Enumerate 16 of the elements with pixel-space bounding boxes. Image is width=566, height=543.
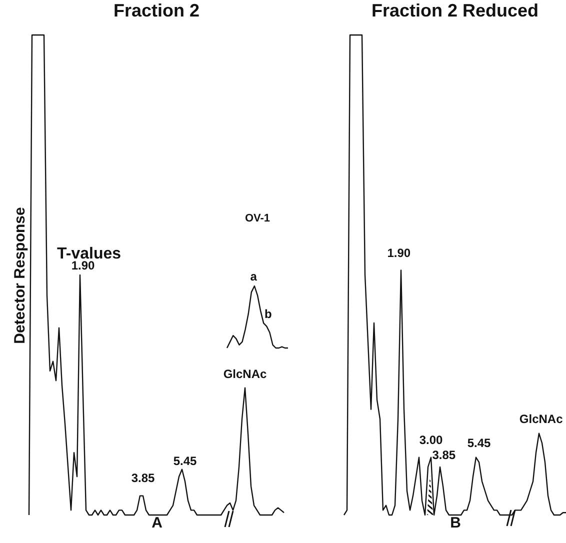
annotation: 3.85 [432, 448, 456, 462]
x-axis-title: A [152, 514, 163, 532]
annotation: GlcNAc [519, 412, 564, 426]
y-axis-title: Detector Response [12, 207, 28, 344]
annotation: 5.45 [467, 436, 491, 450]
annotation: 1.90 [387, 246, 411, 260]
x-axis-title: B [450, 514, 462, 532]
annotation: b [264, 306, 272, 321]
chart-title: OV-1 [244, 212, 270, 225]
chart-title: Fraction 2 [113, 0, 200, 20]
annotation: GlcNAc [223, 366, 267, 381]
chart-title: Fraction 2 Reduced [371, 0, 539, 20]
annotation: 5.45 [173, 454, 197, 468]
annotation: 3.85 [131, 471, 155, 486]
annotation: 3.00 [419, 433, 443, 448]
annotation: a [250, 270, 258, 284]
